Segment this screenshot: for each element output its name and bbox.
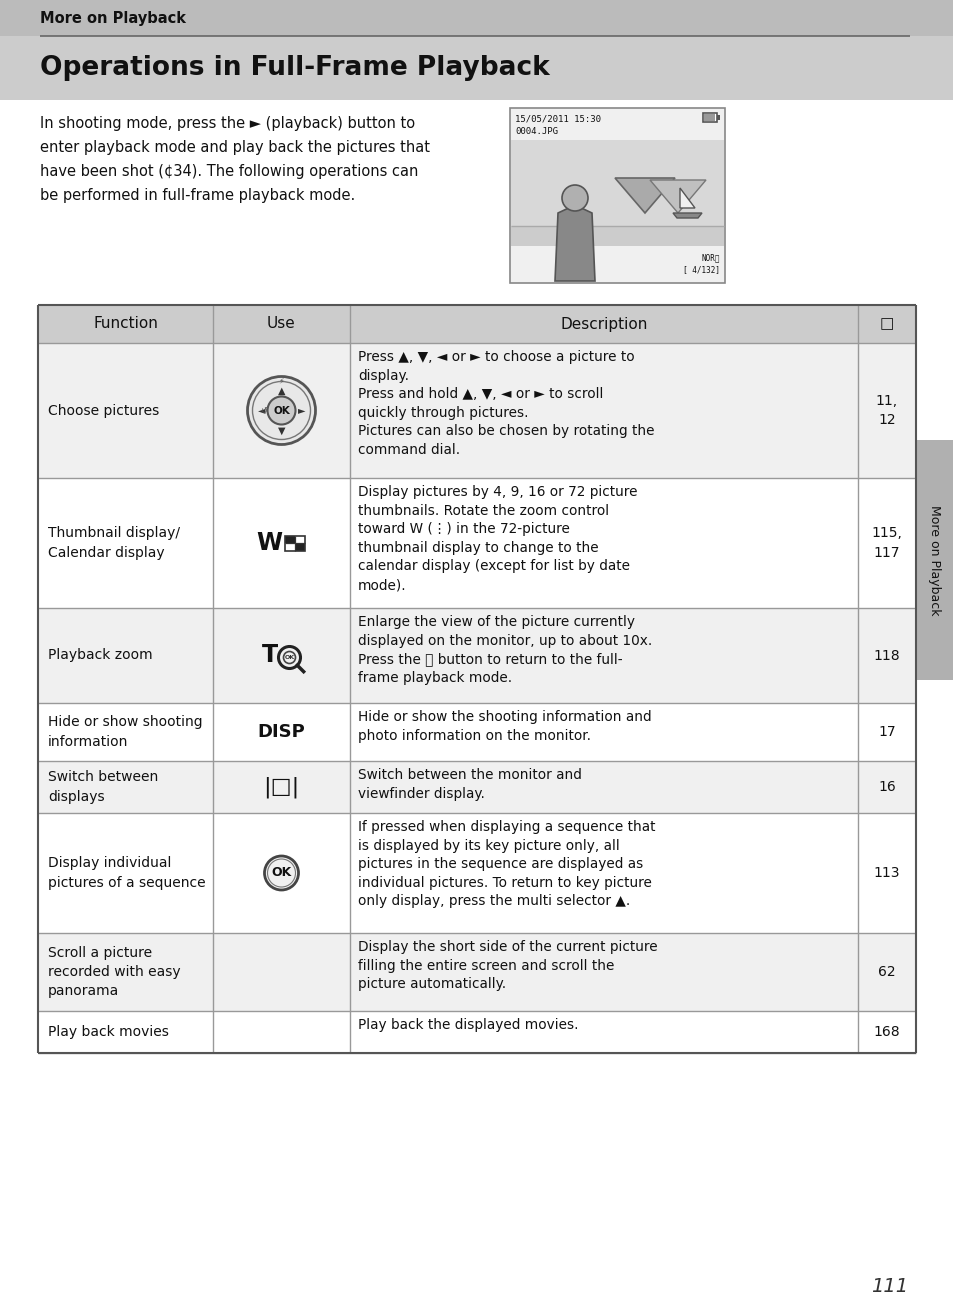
Circle shape bbox=[267, 397, 295, 424]
Text: More on Playback: More on Playback bbox=[927, 505, 941, 615]
Text: ►: ► bbox=[297, 406, 305, 415]
Bar bbox=[295, 536, 305, 543]
Bar bbox=[38, 478, 915, 608]
Text: T: T bbox=[261, 644, 277, 668]
Bar bbox=[0, 35, 953, 100]
Text: |□|: |□| bbox=[263, 777, 299, 798]
Text: Hide or show the shooting information and
photo information on the monitor.: Hide or show the shooting information an… bbox=[357, 710, 651, 742]
Text: 168: 168 bbox=[873, 1025, 900, 1039]
Text: Operations in Full-Frame Playback: Operations in Full-Frame Playback bbox=[40, 55, 549, 81]
Circle shape bbox=[247, 377, 315, 444]
Text: Description: Description bbox=[559, 317, 647, 331]
Text: Scroll a picture
recorded with easy
panorama: Scroll a picture recorded with easy pano… bbox=[48, 946, 180, 999]
Text: be performed in full-frame playback mode.: be performed in full-frame playback mode… bbox=[40, 188, 355, 202]
Text: 113: 113 bbox=[873, 866, 900, 880]
Text: 0004.JPG: 0004.JPG bbox=[515, 127, 558, 137]
Bar bbox=[511, 226, 723, 246]
Text: Switch between the monitor and
viewfinder display.: Switch between the monitor and viewfinde… bbox=[357, 767, 581, 800]
Text: Play back movies: Play back movies bbox=[48, 1025, 169, 1039]
Text: 62: 62 bbox=[878, 964, 895, 979]
Polygon shape bbox=[679, 188, 695, 208]
Circle shape bbox=[561, 185, 587, 212]
Text: NOR標: NOR標 bbox=[700, 254, 720, 261]
Text: 11,
12: 11, 12 bbox=[875, 394, 897, 427]
Polygon shape bbox=[615, 177, 675, 213]
Text: OK: OK bbox=[284, 654, 294, 660]
Text: Choose pictures: Choose pictures bbox=[48, 403, 159, 418]
Text: Switch between
displays: Switch between displays bbox=[48, 770, 158, 804]
Polygon shape bbox=[555, 205, 595, 281]
Bar bbox=[703, 114, 714, 121]
Text: 15/05/2011 15:30: 15/05/2011 15:30 bbox=[515, 114, 600, 124]
Text: have been shot (¢34). The following operations can: have been shot (¢34). The following oper… bbox=[40, 164, 418, 179]
Text: More on Playback: More on Playback bbox=[40, 11, 186, 25]
Bar bbox=[38, 761, 915, 813]
Text: 111: 111 bbox=[870, 1276, 907, 1296]
Text: Playback zoom: Playback zoom bbox=[48, 649, 152, 662]
Text: 16: 16 bbox=[877, 781, 895, 794]
Bar bbox=[702, 113, 717, 122]
Bar bbox=[285, 536, 295, 543]
Polygon shape bbox=[672, 213, 701, 218]
Text: DISP: DISP bbox=[257, 723, 305, 741]
Text: Thumbnail display/
Calendar display: Thumbnail display/ Calendar display bbox=[48, 526, 180, 560]
Text: ▲: ▲ bbox=[277, 385, 285, 396]
Bar bbox=[38, 343, 915, 478]
Text: enter playback mode and play back the pictures that: enter playback mode and play back the pi… bbox=[40, 141, 430, 155]
Text: OK: OK bbox=[273, 406, 290, 415]
Text: Function: Function bbox=[93, 317, 158, 331]
Bar bbox=[915, 440, 953, 681]
Text: ▼: ▼ bbox=[277, 426, 285, 435]
Text: W: W bbox=[256, 531, 282, 555]
Text: 115,
117: 115, 117 bbox=[871, 526, 902, 560]
Text: OK: OK bbox=[271, 866, 292, 879]
Text: Use: Use bbox=[267, 317, 295, 331]
Text: Enlarge the view of the picture currently
displayed on the monitor, up to about : Enlarge the view of the picture currentl… bbox=[357, 615, 652, 685]
Text: If pressed when displaying a sequence that
is displayed by its key picture only,: If pressed when displaying a sequence th… bbox=[357, 820, 655, 908]
Text: [ 4/132]: [ 4/132] bbox=[682, 265, 720, 275]
Text: Display individual
pictures of a sequence: Display individual pictures of a sequenc… bbox=[48, 857, 206, 890]
Text: ↺: ↺ bbox=[260, 406, 267, 415]
Bar bbox=[285, 543, 295, 551]
Bar bbox=[38, 813, 915, 933]
Bar bbox=[295, 543, 305, 551]
Bar bbox=[38, 933, 915, 1010]
Bar bbox=[285, 536, 305, 551]
Bar bbox=[38, 608, 915, 703]
Bar bbox=[38, 1010, 915, 1053]
Text: 17: 17 bbox=[878, 725, 895, 738]
Text: □: □ bbox=[879, 317, 893, 331]
Bar bbox=[38, 703, 915, 761]
Polygon shape bbox=[649, 180, 705, 213]
Circle shape bbox=[264, 855, 298, 890]
Text: Play back the displayed movies.: Play back the displayed movies. bbox=[357, 1018, 578, 1031]
Text: Display pictures by 4, 9, 16 or 72 picture
thumbnails. Rotate the zoom control
t: Display pictures by 4, 9, 16 or 72 pictu… bbox=[357, 485, 637, 593]
Text: Press ▲, ▼, ◄ or ► to choose a picture to
display.
Press and hold ▲, ▼, ◄ or ► t: Press ▲, ▼, ◄ or ► to choose a picture t… bbox=[357, 350, 654, 457]
Text: ⚡: ⚡ bbox=[278, 376, 284, 385]
Bar bbox=[0, 0, 953, 35]
Text: 118: 118 bbox=[873, 649, 900, 662]
Bar bbox=[511, 141, 723, 230]
Bar bbox=[717, 116, 720, 120]
Bar bbox=[38, 305, 915, 343]
Text: In shooting mode, press the ► (playback) button to: In shooting mode, press the ► (playback)… bbox=[40, 116, 415, 131]
Text: Hide or show shooting
information: Hide or show shooting information bbox=[48, 715, 202, 749]
Text: Display the short side of the current picture
filling the entire screen and scro: Display the short side of the current pi… bbox=[357, 940, 657, 991]
Bar bbox=[510, 108, 724, 283]
Text: ◄: ◄ bbox=[257, 406, 265, 415]
